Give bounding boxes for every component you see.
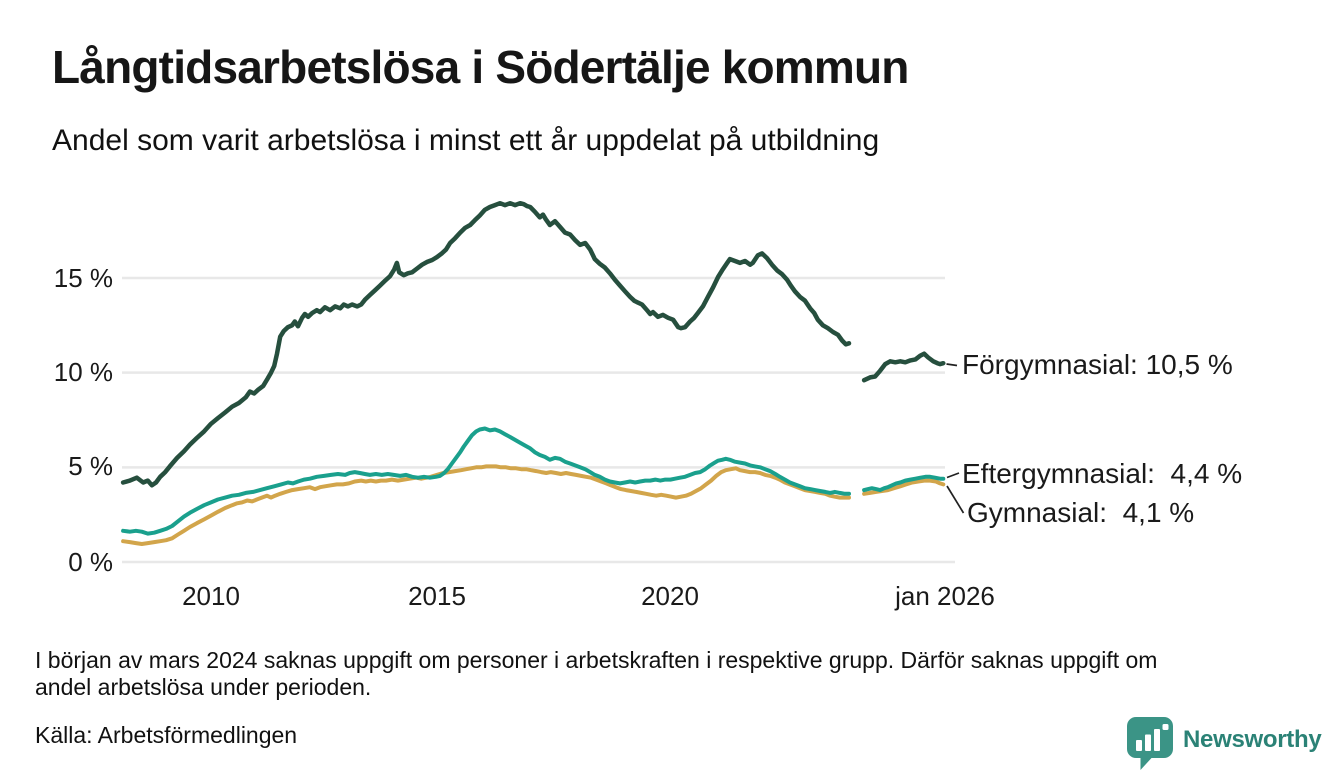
y-axis-tick-10: 10 %: [53, 357, 113, 387]
footnote-line-2: andel arbetslösa under perioden.: [35, 674, 372, 700]
newsworthy-logo: Newsworthy: [1126, 715, 1322, 771]
series-label-gymnasial: Gymnasial: 4,1 %: [967, 497, 1195, 528]
series-label-eftergymnasial: Eftergymnasial: 4,4 %: [962, 458, 1243, 489]
page-title: Långtidsarbetslösa i Södertälje kommun: [52, 41, 909, 93]
footnote-line-1: I början av mars 2024 saknas uppgift om …: [35, 647, 1158, 673]
y-axis-tick-0: 0 %: [68, 547, 113, 577]
y-axis-tick-5: 5 %: [68, 451, 113, 481]
x-axis-tick-jan-2026: jan 2026: [895, 581, 995, 611]
footnote: I början av mars 2024 saknas uppgift om …: [35, 647, 1295, 701]
x-axis-tick-2010: 2010: [182, 581, 240, 611]
source-note: Källa: Arbetsförmedlingen: [35, 722, 298, 748]
series-label-forgymnasial: Förgymnasial: 10,5 %: [962, 349, 1233, 380]
page-subtitle: Andel som varit arbetslösa i minst ett å…: [52, 124, 880, 157]
bar-chart-pin-icon: [1127, 717, 1173, 770]
x-axis-tick-2020: 2020: [641, 581, 699, 611]
newsworthy-wordmark: Newsworthy: [1183, 726, 1322, 753]
x-axis-tick-2015: 2015: [408, 581, 466, 611]
y-axis-tick-15: 15 %: [53, 263, 113, 293]
